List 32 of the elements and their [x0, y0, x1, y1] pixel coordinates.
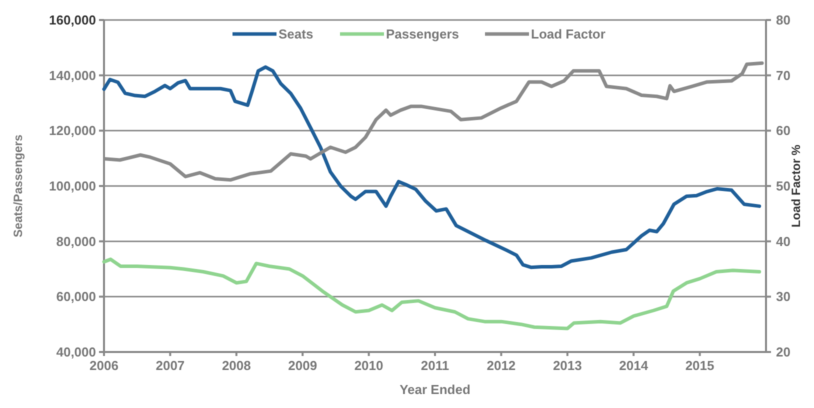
- y2-axis-title: Load Factor %: [789, 144, 803, 228]
- line-series: [102, 65, 762, 270]
- legend-label: Load Factor: [531, 26, 606, 42]
- y-tick-label: 100,000: [49, 178, 96, 194]
- y2-tick-label: 20: [776, 344, 790, 360]
- line-series: [102, 258, 762, 330]
- x-tick-label: 2014: [619, 358, 649, 373]
- legend-label: Passengers: [386, 26, 459, 42]
- y2-tick-label: 40: [776, 234, 790, 249]
- x-tick-label: 2010: [354, 358, 384, 373]
- y-tick-label: 80,000: [56, 234, 96, 249]
- y-tick-label: 120,000: [49, 123, 96, 138]
- x-axis-title: Year Ended: [400, 382, 470, 397]
- x-tick-label: 2007: [156, 358, 185, 373]
- x-tick-label: 2006: [90, 358, 118, 373]
- legend-label: Seats: [278, 26, 314, 42]
- y2-tick-label: 70: [776, 68, 790, 83]
- y2-tick-label: 80: [776, 12, 790, 28]
- y2-tick-label: 50: [776, 178, 790, 194]
- y2-tick-label: 60: [776, 123, 790, 138]
- y-tick-label: 60,000: [56, 289, 96, 304]
- y-tick-label: 140,000: [49, 68, 96, 83]
- x-tick-label: 2011: [420, 358, 450, 373]
- y-axis-title: Seats/Passengers: [11, 134, 25, 238]
- x-tick-label: 2015: [685, 358, 714, 373]
- x-tick-label: 2012: [486, 358, 516, 373]
- y2-tick-label: 30: [776, 289, 790, 304]
- x-tick-label: 2008: [222, 358, 251, 373]
- y-tick-label: 160,000: [49, 12, 96, 28]
- x-tick-label: 2013: [552, 358, 582, 373]
- x-tick-label: 2009: [288, 358, 318, 373]
- y-tick-label: 40,000: [56, 344, 96, 360]
